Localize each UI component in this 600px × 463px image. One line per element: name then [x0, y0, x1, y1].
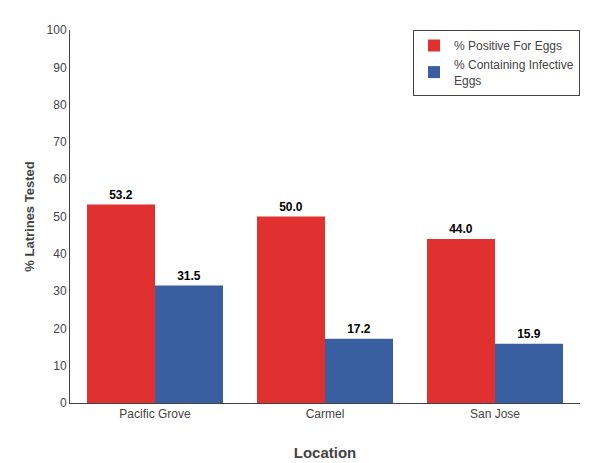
svg-text:Pacific Grove: Pacific Grove — [119, 407, 191, 421]
svg-text:80: 80 — [53, 98, 67, 112]
svg-text:53.2: 53.2 — [109, 188, 133, 202]
svg-text:San Jose: San Jose — [470, 407, 520, 421]
svg-text:100: 100 — [47, 23, 67, 37]
svg-text:17.2: 17.2 — [347, 322, 371, 336]
svg-text:70: 70 — [53, 135, 67, 149]
svg-text:Location: Location — [294, 444, 357, 461]
svg-text:40: 40 — [53, 247, 67, 261]
svg-text:% Latrines Tested: % Latrines Tested — [22, 161, 37, 271]
svg-text:50.0: 50.0 — [279, 200, 303, 214]
svg-text:60: 60 — [53, 172, 67, 186]
svg-text:10: 10 — [53, 359, 67, 373]
svg-text:0: 0 — [60, 396, 67, 410]
svg-text:% Positive For Eggs: % Positive For Eggs — [454, 39, 562, 53]
svg-text:30: 30 — [53, 284, 67, 298]
svg-text:20: 20 — [53, 322, 67, 336]
svg-text:Carmel: Carmel — [306, 407, 345, 421]
svg-text:44.0: 44.0 — [449, 222, 473, 236]
svg-text:50: 50 — [53, 210, 67, 224]
svg-text:90: 90 — [53, 61, 67, 75]
svg-text:31.5: 31.5 — [177, 269, 201, 283]
svg-text:15.9: 15.9 — [517, 327, 541, 341]
svg-text:% Containing InfectiveEggs: % Containing InfectiveEggs — [454, 58, 574, 88]
